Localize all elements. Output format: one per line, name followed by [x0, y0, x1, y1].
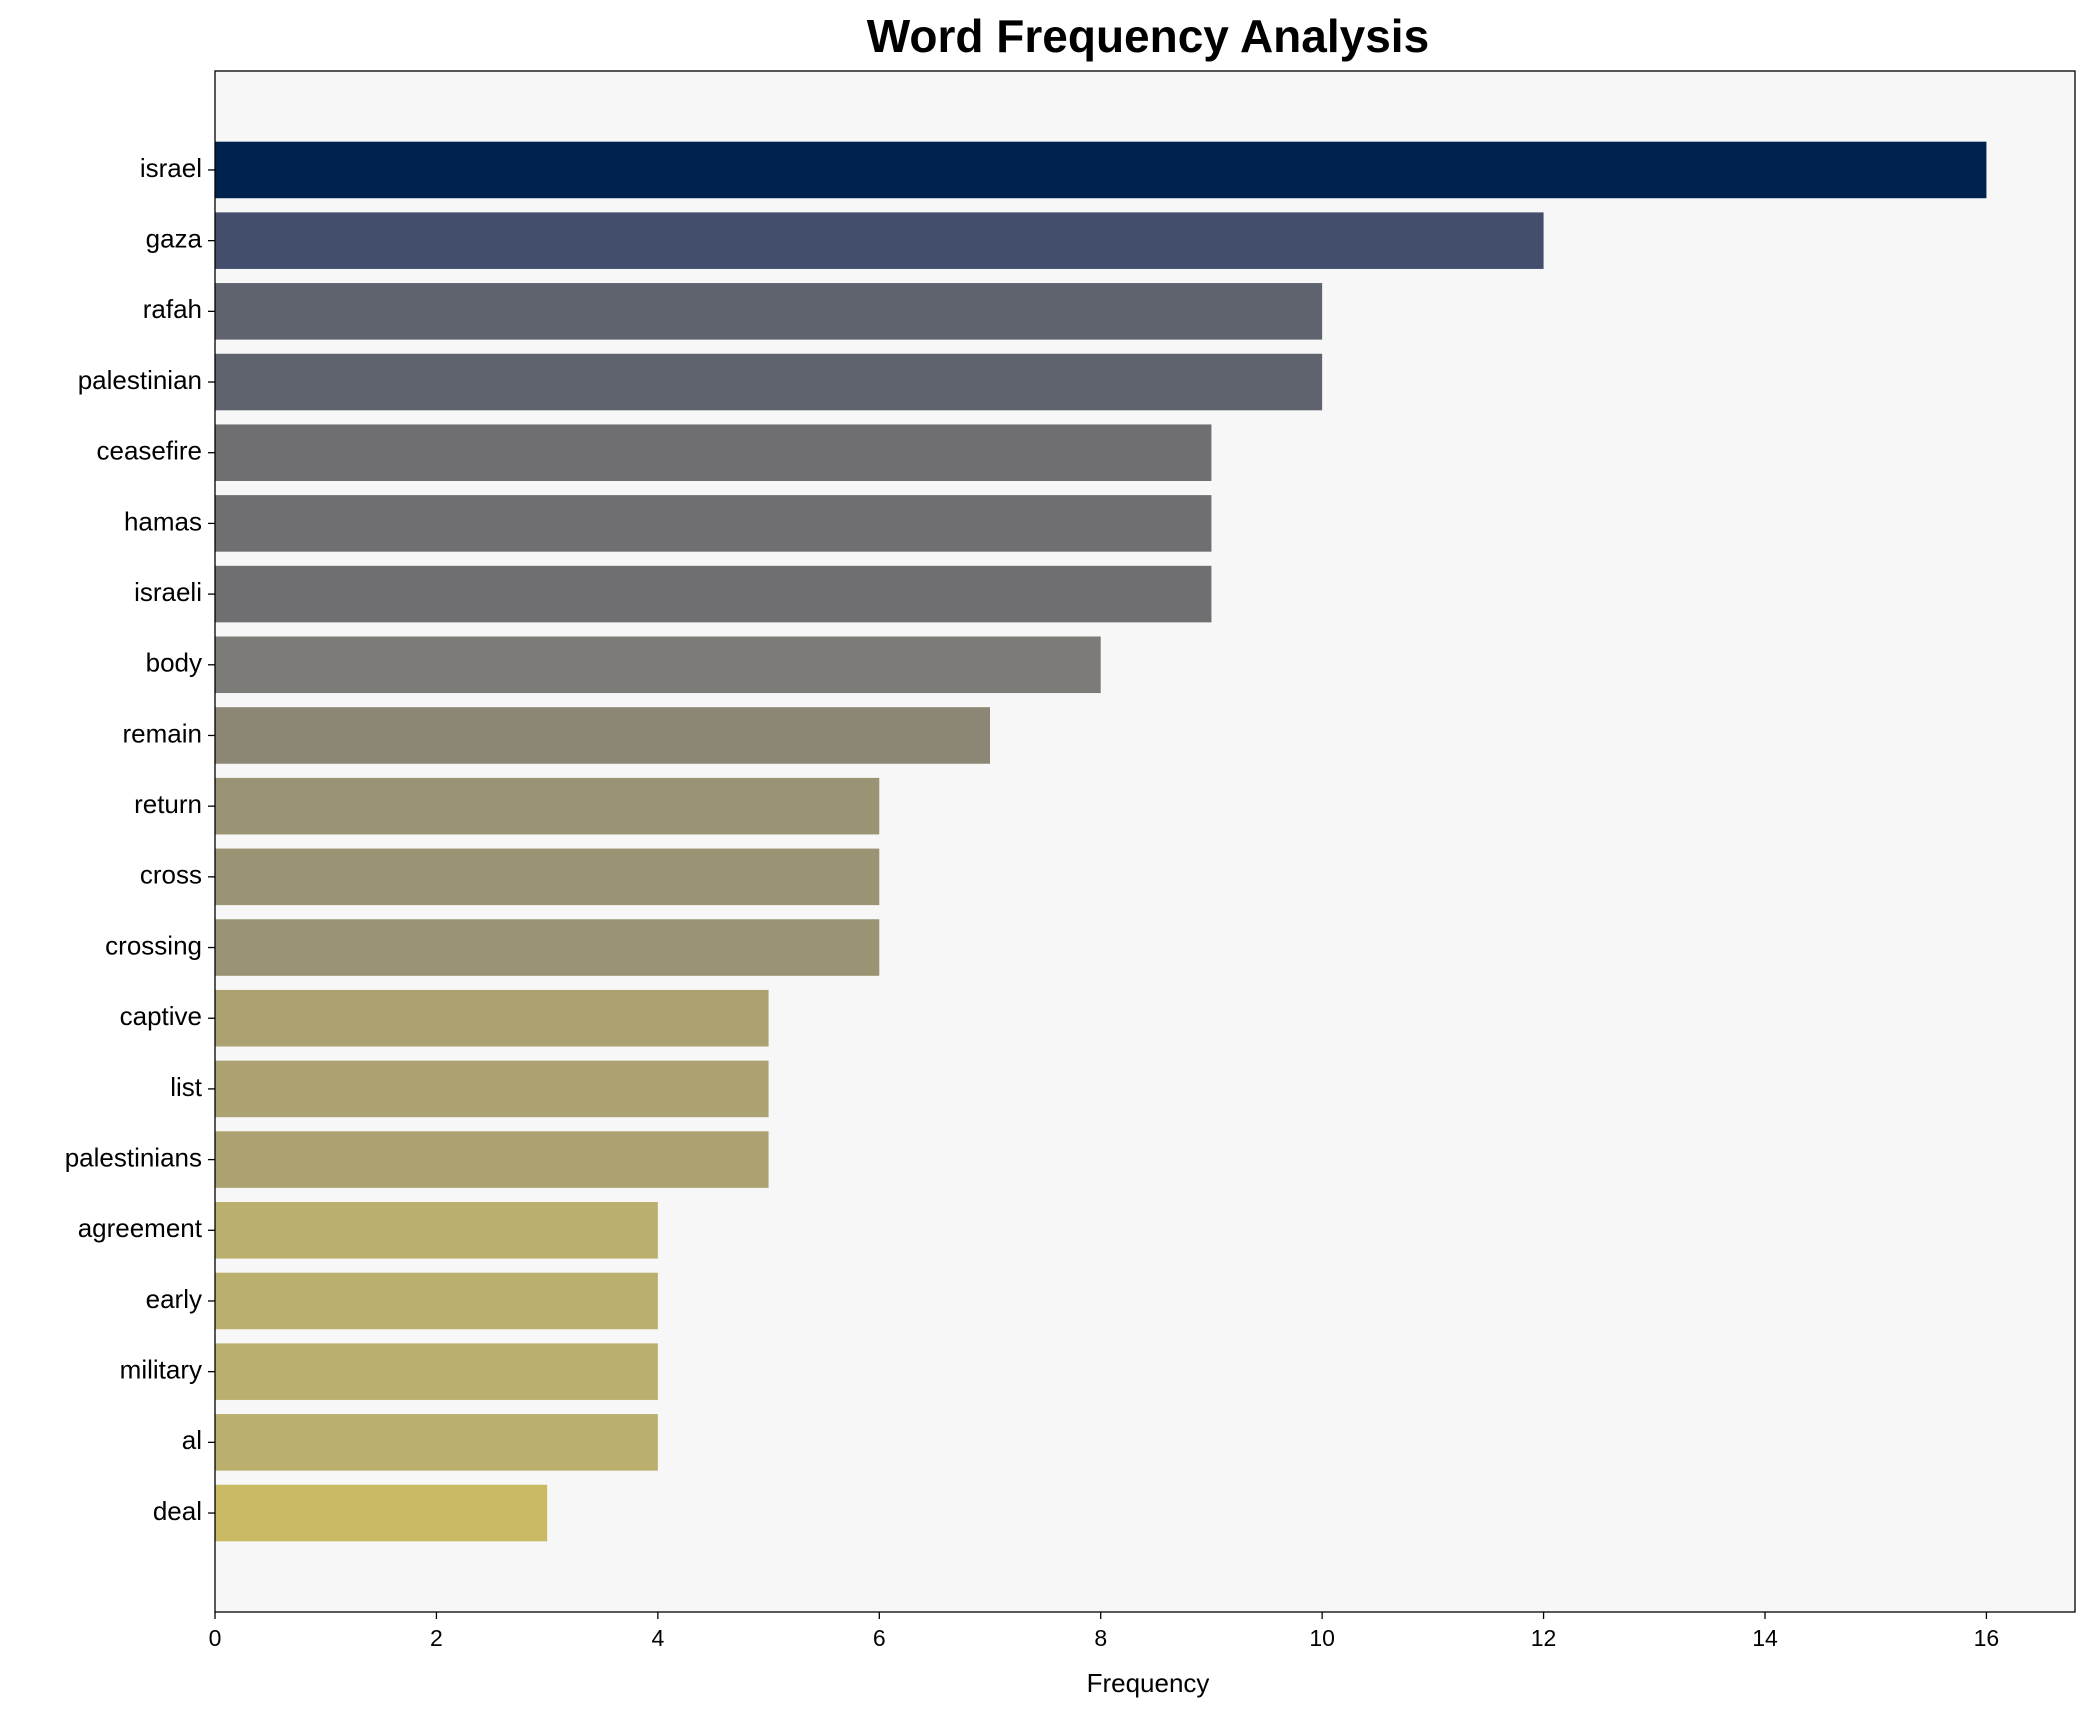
x-tick-label: 14: [1752, 1625, 1778, 1651]
chart-title: Word Frequency Analysis: [867, 10, 1429, 62]
x-tick-label: 0: [209, 1625, 222, 1651]
x-axis-label: Frequency: [1087, 1668, 1210, 1698]
y-tick-label: rafah: [143, 294, 202, 324]
bar: [215, 1272, 658, 1330]
y-tick-label: military: [120, 1355, 202, 1385]
y-tick-label: hamas: [124, 506, 202, 536]
plot-frame: [214, 70, 2076, 1613]
bar: [215, 848, 880, 906]
x-tick-label: 12: [1531, 1625, 1557, 1651]
x-tick-label: 2: [430, 1625, 443, 1651]
y-tick-label: deal: [153, 1496, 202, 1526]
bar: [215, 989, 769, 1047]
x-tick-label: 10: [1309, 1625, 1335, 1651]
y-tick-label: israel: [140, 153, 202, 183]
bar: [215, 565, 1212, 623]
y-tick-label: gaza: [146, 224, 203, 254]
bar: [215, 212, 1544, 269]
bar: [215, 777, 880, 835]
y-tick-label: israeli: [134, 577, 202, 607]
bar: [215, 1131, 769, 1188]
bar: [215, 141, 1987, 199]
bar: [215, 1060, 769, 1118]
y-tick-label: early: [146, 1284, 202, 1314]
bar: [215, 424, 1212, 481]
y-tick-label: cross: [140, 860, 202, 890]
y-tick-label: body: [146, 648, 202, 678]
y-tick-label: captive: [120, 1001, 202, 1031]
y-tick-label: ceasefire: [97, 436, 203, 466]
y-tick-label: palestinian: [78, 365, 202, 395]
bar: [215, 707, 990, 764]
x-tick-label: 4: [651, 1625, 664, 1651]
x-tick-label: 6: [873, 1625, 886, 1651]
bar: [215, 919, 880, 976]
x-tick-label: 16: [1974, 1625, 2000, 1651]
bar: [215, 495, 1212, 552]
bar: [215, 283, 1323, 340]
y-tick-label: al: [182, 1425, 202, 1455]
bar: [215, 1343, 658, 1400]
bar: [215, 1484, 548, 1542]
x-tick-label: 8: [1094, 1625, 1107, 1651]
bar: [215, 1202, 658, 1259]
y-tick-label: palestinians: [65, 1142, 202, 1172]
bar: [215, 636, 1101, 694]
y-tick-label: agreement: [78, 1213, 203, 1243]
y-tick-label: remain: [123, 718, 202, 748]
y-tick-label: list: [170, 1072, 203, 1102]
bar: [215, 1414, 658, 1471]
bar: [215, 353, 1323, 411]
y-tick-label: crossing: [105, 930, 202, 960]
y-tick-label: return: [134, 789, 202, 819]
